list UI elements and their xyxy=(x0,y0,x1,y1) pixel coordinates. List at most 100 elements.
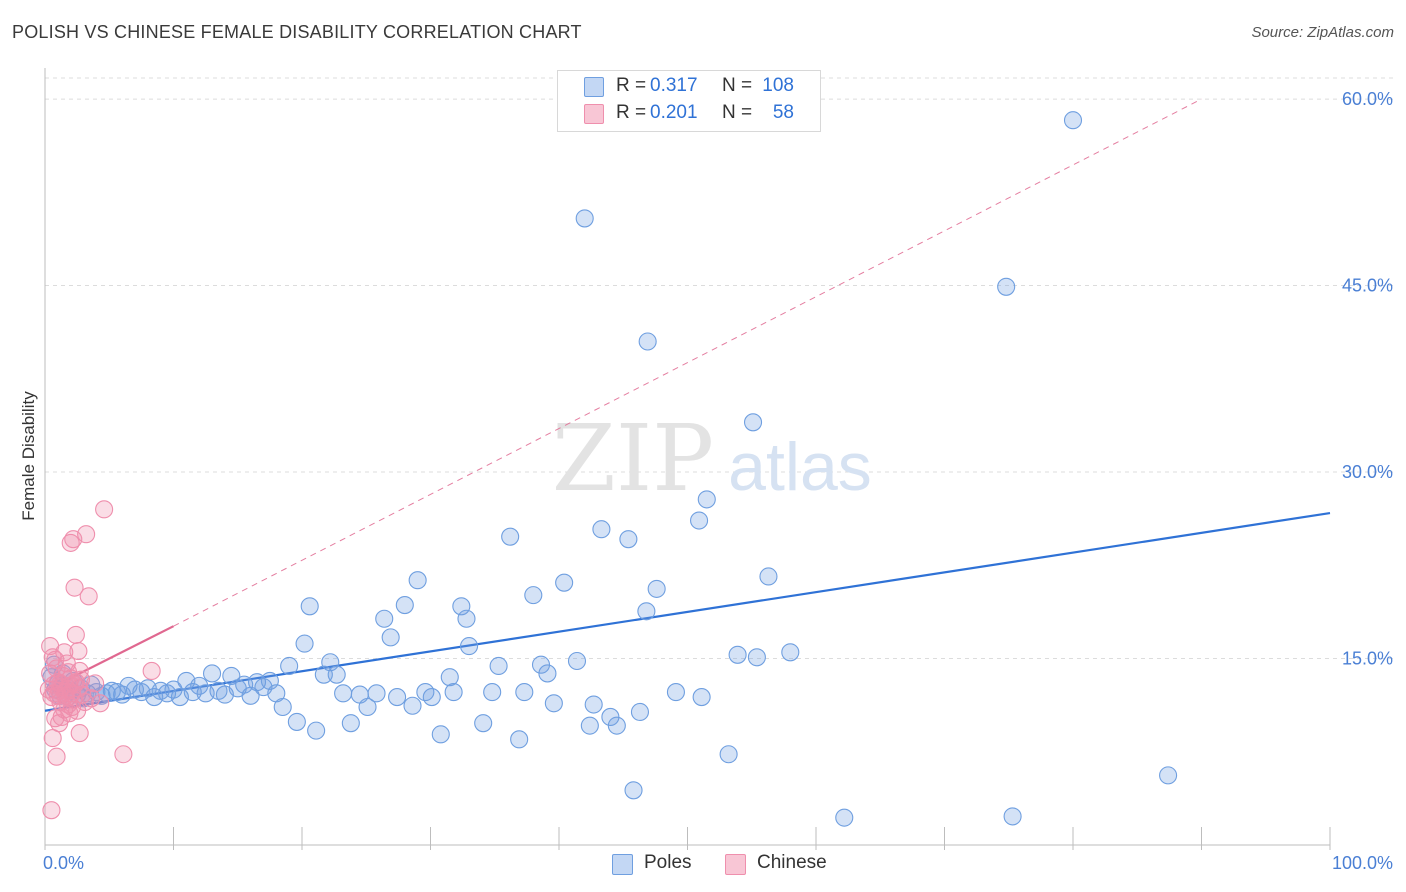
point-poles xyxy=(637,602,656,621)
correlation-legend: R = 0.317 N = 108 R = 0.201 N = 58 xyxy=(557,70,821,132)
point-poles xyxy=(1063,111,1083,130)
legend-row-chinese: R = 0.201 N = 58 xyxy=(558,100,820,128)
axis-labels: 15.0% 30.0% 45.0% 60.0% 0.0% 100.0% Female Dis… xyxy=(19,89,1393,873)
point-poles xyxy=(743,413,763,432)
point-chinese xyxy=(142,661,161,681)
source-label: Source: ZipAtlas.com xyxy=(1251,24,1394,41)
point-chinese xyxy=(47,747,66,766)
point-poles xyxy=(501,527,520,546)
x-tick-label: 100.0% xyxy=(1332,853,1393,873)
point-poles xyxy=(422,688,441,707)
y-tick-label: 30.0% xyxy=(1342,462,1393,482)
point-chinese xyxy=(86,674,105,693)
point-chinese xyxy=(95,500,114,519)
point-chinese xyxy=(66,625,85,644)
y-tick-label: 15.0% xyxy=(1342,649,1393,669)
point-chinese xyxy=(79,587,98,606)
legend-swatch-chinese xyxy=(584,104,604,124)
legend-label-chinese: Chinese xyxy=(757,852,827,873)
point-poles xyxy=(692,688,711,707)
point-poles xyxy=(538,664,557,683)
point-poles xyxy=(759,567,778,586)
point-chinese xyxy=(70,724,89,743)
point-poles xyxy=(666,683,685,702)
point-poles xyxy=(444,683,463,702)
point-chinese xyxy=(91,694,110,713)
point-poles xyxy=(273,697,292,717)
point-poles xyxy=(408,571,427,590)
point-poles xyxy=(580,716,599,735)
point-poles xyxy=(1003,807,1022,826)
point-poles xyxy=(584,695,603,714)
point-chinese xyxy=(46,650,65,669)
point-chinese xyxy=(65,578,84,597)
point-chinese xyxy=(60,704,79,723)
point-poles xyxy=(544,694,563,713)
point-poles xyxy=(483,683,502,702)
point-poles xyxy=(280,656,299,676)
point-poles xyxy=(619,530,638,549)
point-poles xyxy=(997,277,1016,296)
point-poles xyxy=(1159,766,1178,785)
chart-title: POLISH VS CHINESE FEMALE DISABILITY CORR… xyxy=(12,22,582,42)
point-poles xyxy=(388,688,407,707)
legend-row-poles: R = 0.317 N = 108 xyxy=(558,73,820,101)
point-poles xyxy=(300,597,319,616)
point-poles xyxy=(630,702,650,722)
point-poles xyxy=(747,648,766,667)
point-poles xyxy=(474,714,493,733)
legend-n-label: N = xyxy=(722,75,753,96)
point-poles xyxy=(295,634,314,653)
point-poles xyxy=(358,697,377,717)
point-poles xyxy=(624,781,643,800)
point-poles xyxy=(307,721,326,740)
point-poles xyxy=(381,628,400,647)
grid xyxy=(45,77,1393,660)
point-chinese xyxy=(73,685,92,704)
point-chinese xyxy=(64,690,83,709)
point-poles xyxy=(555,573,574,592)
trend-line-poles xyxy=(44,511,1331,712)
point-chinese xyxy=(44,684,64,703)
point-chinese xyxy=(69,642,88,661)
watermark: ZIP atlas xyxy=(552,405,872,512)
point-chinese xyxy=(114,745,133,764)
point-poles xyxy=(592,520,611,539)
point-poles xyxy=(440,668,459,687)
point-poles xyxy=(697,490,716,509)
point-poles xyxy=(341,714,360,733)
point-poles xyxy=(638,332,657,351)
point-chinese xyxy=(51,674,70,693)
legend-r-value: 0.317 xyxy=(650,75,698,96)
point-poles xyxy=(690,511,709,530)
point-chinese xyxy=(41,637,60,656)
point-poles xyxy=(457,609,476,628)
point-poles xyxy=(489,656,508,676)
legend-n-value: 58 xyxy=(772,102,794,123)
point-chinese xyxy=(43,729,62,748)
point-poles xyxy=(107,683,127,702)
legend-swatch-poles xyxy=(584,77,604,97)
point-poles xyxy=(431,725,450,744)
watermark-atlas: atlas xyxy=(728,429,872,505)
axes xyxy=(44,68,1331,850)
point-poles xyxy=(728,645,747,664)
legend-r-value: 0.201 xyxy=(650,102,698,123)
point-poles xyxy=(575,209,594,228)
point-poles xyxy=(395,596,414,615)
point-chinese xyxy=(75,692,94,712)
legend-r-label: R = xyxy=(616,102,647,123)
y-axis-title: Female Disability xyxy=(19,391,38,521)
y-tick-label: 60.0% xyxy=(1342,89,1393,109)
point-poles xyxy=(835,808,854,827)
trend-line-chinese-extension xyxy=(173,98,1202,627)
point-poles xyxy=(524,586,543,605)
x-tick-label: 0.0% xyxy=(43,853,84,873)
point-chinese xyxy=(42,801,61,820)
point-poles xyxy=(459,637,479,656)
point-poles xyxy=(719,745,738,764)
watermark-zip: ZIP xyxy=(552,405,714,512)
point-poles xyxy=(567,651,587,671)
point-poles xyxy=(287,712,306,731)
